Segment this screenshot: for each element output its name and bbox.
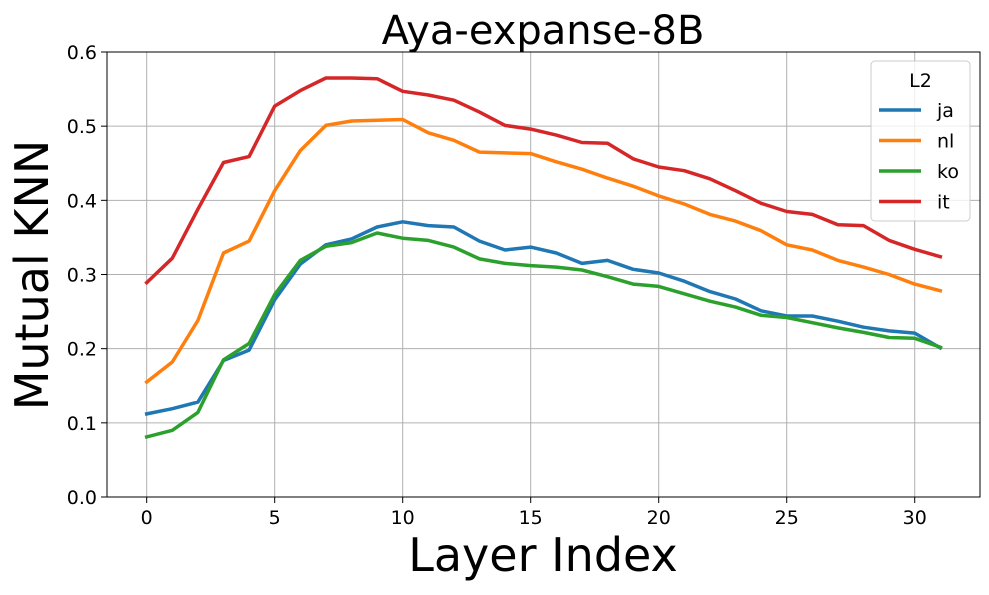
y-tick-label: 0.6 [67,42,97,64]
y-tick-label: 0.4 [67,190,97,212]
series-line-ja [144,220,943,416]
x-tick-label: 20 [647,507,671,529]
y-tick-label: 0.3 [67,265,97,287]
series-line-it [144,76,943,286]
series-lines [144,76,943,440]
series-line-nl [144,117,943,385]
legend-label-ja: ja [936,100,954,122]
series-line-ko [144,231,943,440]
x-tick-label: 0 [141,507,153,529]
x-tick-label: 5 [269,507,281,529]
legend-title: L2 [909,70,932,92]
x-tick-label: 25 [775,507,799,529]
x-tick-label: 30 [903,507,927,529]
y-tick-label: 0.5 [67,116,97,138]
chart-title: Aya-expanse-8B [382,8,705,54]
x-tick-label: 10 [391,507,415,529]
legend-label-ko: ko [937,161,959,183]
y-tick-label: 0.0 [67,487,97,509]
legend-label-it: it [937,192,950,214]
x-axis-label: Layer Index [408,528,678,582]
y-axis-label: Mutual KNN [5,140,59,411]
legend-label-nl: nl [937,131,954,153]
y-tick-label: 0.1 [67,413,97,435]
x-tick-label: 15 [519,507,543,529]
y-tick-label: 0.2 [67,339,97,361]
ticks: 0 5 10 15 20 25 30 0.0 0.1 0.2 0.3 0.4 0.5 0.6 [67,42,927,529]
